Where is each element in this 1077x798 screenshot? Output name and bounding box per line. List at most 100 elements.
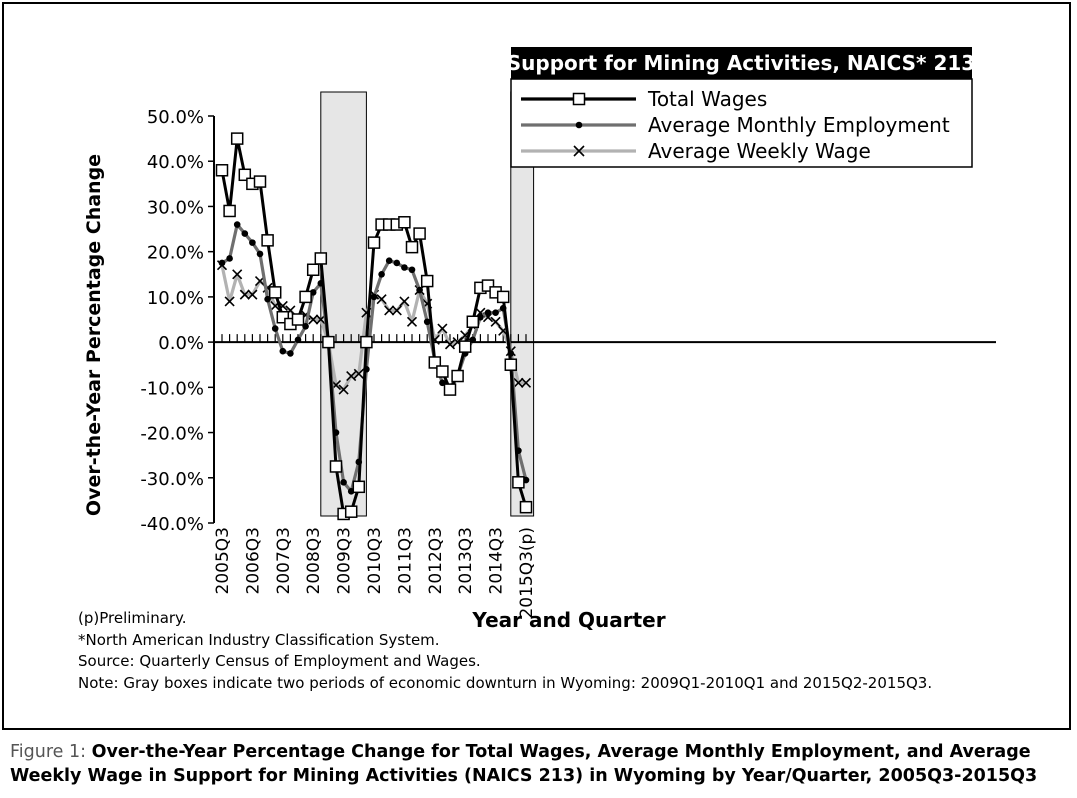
data-point [513, 377, 524, 388]
data-point [512, 476, 525, 489]
data-point [344, 505, 358, 518]
data-point [215, 164, 229, 177]
series-total-wages [215, 132, 533, 521]
data-point [420, 274, 434, 288]
data-point [444, 339, 456, 350]
y-tick-label: 50.0% [147, 107, 204, 128]
data-point [329, 460, 343, 473]
data-point [253, 175, 267, 188]
data-point [218, 259, 226, 267]
x-tick-label: 2005Q3 [213, 527, 233, 594]
data-point [294, 336, 302, 344]
data-point [398, 216, 411, 229]
legend-label: Average Weekly Wage [648, 139, 871, 163]
legend-title-bar [511, 47, 972, 79]
y-tick-label: 10.0% [147, 288, 204, 309]
footnotes: (p)Preliminary. *North American Industry… [78, 608, 932, 694]
data-point [378, 270, 385, 278]
legend-label: Total Wages [647, 87, 767, 111]
x-tick-label: 2014Q3 [487, 527, 507, 594]
data-point [249, 239, 256, 246]
data-point [256, 250, 264, 258]
x-tick-label: 2010Q3 [365, 527, 385, 594]
y-tick-label: -20.0% [140, 424, 204, 445]
data-point [287, 350, 294, 357]
data-point [340, 479, 347, 486]
legend-label: Average Monthly Employment [648, 113, 950, 137]
legend-entry: Average Weekly Wage [521, 139, 871, 163]
data-point [437, 323, 448, 334]
data-point [306, 263, 320, 277]
note-source: Source: Quarterly Census of Employment a… [78, 652, 481, 670]
data-point [230, 132, 244, 145]
data-point [401, 264, 408, 271]
x-tick-label: 2009Q3 [335, 527, 355, 594]
data-point [416, 286, 423, 294]
x-tick-label: 2012Q3 [426, 527, 446, 594]
x-tick-label: 2007Q3 [274, 527, 294, 594]
data-point [299, 290, 312, 304]
data-point [314, 252, 328, 265]
y-tick-label: -10.0% [140, 378, 204, 399]
x-tick-label: 2015Q3(p) [517, 527, 537, 619]
y-axis-title: Over-the-Year Percentage Change [83, 154, 105, 516]
data-point [406, 316, 418, 327]
data-point [370, 293, 378, 301]
note-naics: *North American Industry Classification … [78, 630, 440, 649]
y-tick-label: 20.0% [147, 243, 204, 264]
data-point [367, 236, 381, 249]
data-point [436, 365, 449, 378]
legend-marker [573, 145, 585, 157]
x-tick-label: 2008Q3 [304, 527, 324, 594]
note-preliminary: (p)Preliminary. [78, 609, 187, 627]
legend-title: Support for Mining Activities, NAICS* 21… [507, 51, 975, 75]
data-point [520, 377, 532, 388]
y-tick-label: 0.0% [158, 333, 204, 354]
data-point [271, 325, 279, 332]
x-tick-label: 2011Q3 [395, 527, 415, 594]
data-point [428, 356, 442, 369]
data-point [519, 500, 533, 514]
y-tick-label: -30.0% [140, 469, 204, 490]
data-point [268, 286, 282, 299]
note-gray-boxes: Note: Gray boxes indicate two periods of… [78, 673, 933, 692]
data-point [458, 340, 472, 353]
data-point [232, 269, 243, 280]
data-point [484, 309, 492, 317]
data-point [279, 347, 287, 355]
figure-frame: -40.0% -30.0% -20.0% -10.0% 0.0% 10.0% 20.0% 30… [2, 2, 1071, 730]
legend-marker [572, 92, 586, 106]
data-point [226, 255, 233, 262]
data-point [466, 315, 480, 329]
data-point [443, 383, 457, 396]
legend-entry: Total Wages [521, 87, 767, 111]
series-line [220, 137, 528, 516]
y-tick-label: -40.0% [140, 514, 204, 535]
data-point [360, 335, 373, 349]
data-point [353, 368, 364, 379]
data-point [276, 310, 290, 324]
x-tick-label: 2006Q3 [243, 527, 263, 594]
data-point [393, 259, 401, 267]
data-point [391, 305, 402, 316]
caption-text: Over-the-Year Percentage Change for Tota… [10, 742, 1038, 786]
data-point [241, 230, 249, 237]
data-point [261, 234, 274, 247]
data-point [385, 257, 393, 265]
data-point [492, 309, 499, 317]
series-lines [215, 132, 533, 521]
figure-caption: Figure 1: Over-the-Year Percentage Chang… [10, 740, 1070, 788]
data-point [376, 294, 387, 305]
data-point [308, 314, 319, 325]
data-point [504, 358, 518, 371]
data-point [352, 480, 366, 494]
data-point [238, 168, 252, 182]
x-tick-label: 2013Q3 [456, 527, 476, 594]
axes: -40.0% -30.0% -20.0% -10.0% 0.0% 10.0% 20.0% 30… [140, 107, 996, 619]
data-point [451, 369, 464, 383]
legend: Support for Mining Activities, NAICS* 21… [507, 47, 975, 168]
data-point [496, 290, 510, 304]
data-point [338, 384, 349, 395]
caption-label: Figure 1: [10, 742, 92, 762]
data-point [423, 318, 431, 326]
